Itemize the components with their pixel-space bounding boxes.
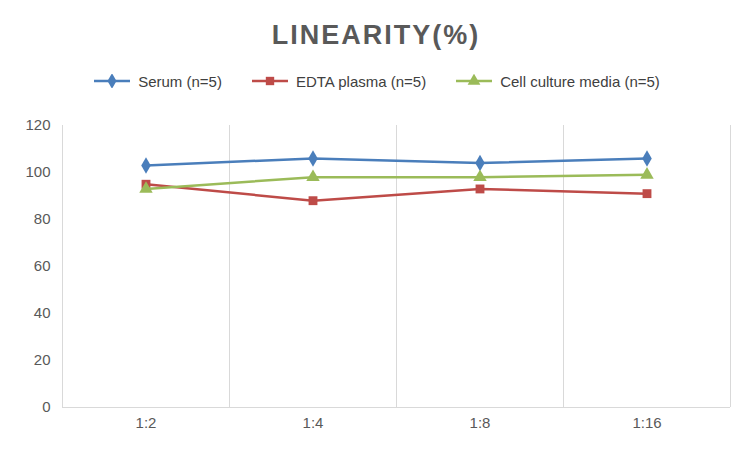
html-text:Serum (n=5): Serum (n=5) <box>138 72 222 90</box>
svg-text:0: 0 <box>42 398 50 415</box>
svg-text:1:2: 1:2 <box>136 414 157 431</box>
html-text:LINEARITY(%): LINEARITY(%) <box>271 20 481 50</box>
html-text:Cell culture media (n=5): Cell culture media (n=5) <box>500 72 660 90</box>
svg-text:40: 40 <box>34 304 51 321</box>
svg-text:120: 120 <box>25 116 50 133</box>
svg-text:20: 20 <box>34 351 51 368</box>
svg-text:1:4: 1:4 <box>303 414 324 431</box>
html-text:EDTA plasma (n=5): EDTA plasma (n=5) <box>296 72 427 90</box>
svg-text:80: 80 <box>34 210 51 227</box>
svg-text:60: 60 <box>34 257 51 274</box>
svg-text:1:8: 1:8 <box>470 414 491 431</box>
svg-text:1:16: 1:16 <box>632 414 661 431</box>
svg-text:100: 100 <box>25 163 50 180</box>
